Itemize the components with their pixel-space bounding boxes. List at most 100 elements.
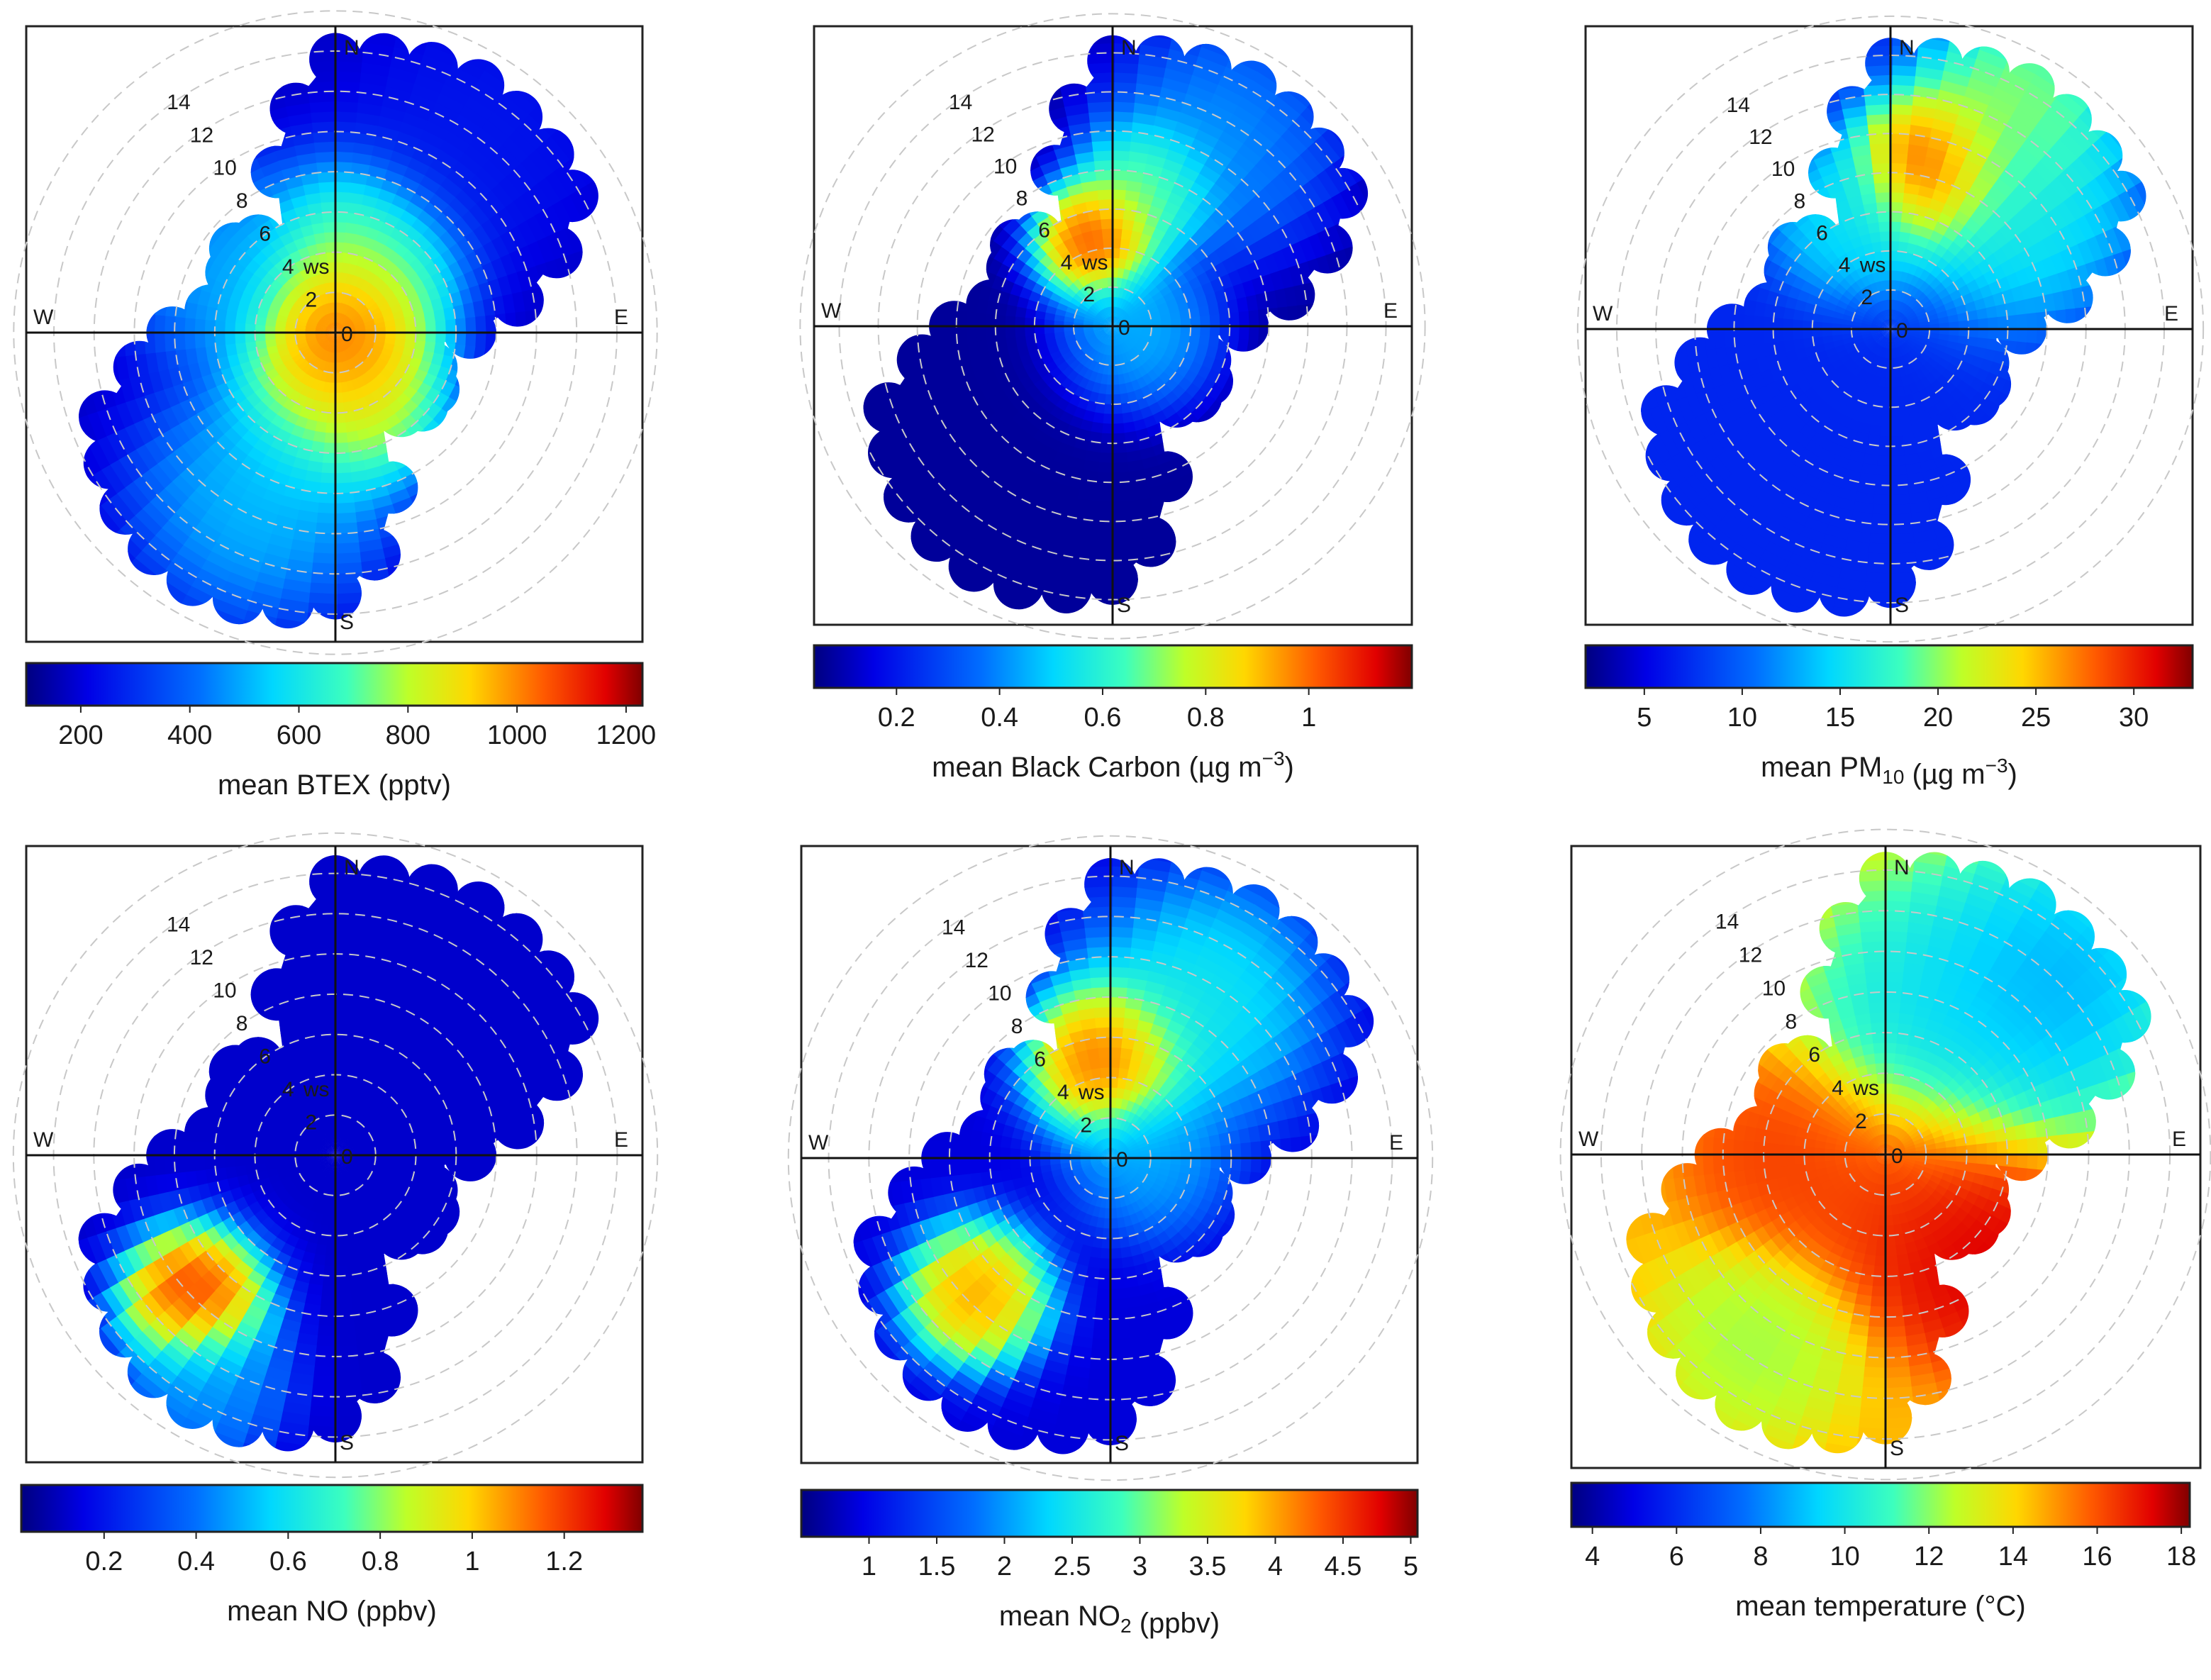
ws-ring: [1559, 828, 2211, 1481]
ws-label: ws: [1859, 254, 1886, 277]
colorbar-tick-label: 18: [2166, 1542, 2196, 1571]
compass-n: N: [344, 856, 360, 879]
radial-tick-label: 2: [1083, 283, 1095, 306]
radial-tick-label: 14: [1715, 911, 1739, 934]
colorbar-title: mean BTEX (pptv): [218, 769, 451, 801]
colorbar-tick-label: 4: [1268, 1552, 1283, 1581]
radial-tick-label: 0: [1116, 1148, 1128, 1172]
colorbar-tick-label: 1.5: [918, 1552, 956, 1581]
radial-tick-label: 6: [1816, 222, 1828, 245]
radial-tick-label: 4: [1061, 251, 1073, 274]
colorbar-tick-label: 3.5: [1189, 1552, 1227, 1581]
colorbar-title: mean PM10 (µg m−3): [1761, 752, 2017, 790]
colorbar-tick-label: 1.2: [545, 1547, 583, 1576]
ws-ring: [12, 832, 659, 1479]
radial-tick-label: 0: [341, 323, 353, 346]
colorbar-3: 5 10 15 20 25 30 mean PM10 (µg m−3): [1584, 644, 2194, 790]
colorbar-title: mean NO2 (ppbv): [999, 1601, 1220, 1639]
colorbar-tick-label: 30: [2119, 703, 2149, 733]
radial-tick-label: 8: [1011, 1015, 1023, 1038]
colorbar-tick-label: 25: [2021, 703, 2051, 733]
radial-tick-label: 0: [1118, 316, 1130, 340]
radial-tick-label: 2: [1855, 1110, 1867, 1133]
colorbar-tick-label: 2: [997, 1552, 1012, 1581]
colorbar-tick-label: 20: [1923, 703, 1953, 733]
colorbar-tick-label: 14: [1998, 1542, 2028, 1571]
radial-tick-label: 14: [167, 913, 190, 937]
radial-tick-label: 6: [259, 223, 271, 246]
colorbar-tick-label: 10: [1727, 703, 1757, 733]
ws-label: ws: [1078, 1081, 1105, 1104]
compass-e: E: [2172, 1128, 2186, 1151]
compass-w: W: [33, 306, 54, 329]
compass-s: S: [1890, 1437, 1904, 1460]
radial-tick-label: 14: [949, 91, 972, 114]
colorbar-gradient: [25, 662, 644, 707]
ws-ring: [787, 835, 1434, 1481]
colorbar-gradient: [1570, 1481, 2191, 1528]
colorbar-6: 4 6 8 10 12 14 16 18 mean temperature (°C): [1570, 1481, 2196, 1622]
colorbar-tick-label: 4.5: [1325, 1552, 1362, 1581]
ws-label: ws: [1081, 251, 1108, 274]
compass-n: N: [1119, 856, 1135, 879]
colorbar-tick-label: 1000: [487, 721, 547, 750]
radial-tick-label: 0: [1891, 1145, 1903, 1168]
colorbar-tick-label: 0.6: [269, 1547, 307, 1576]
colorbar-tick-label: 1: [1301, 703, 1316, 733]
colorbar-1: 200 400 600 800 1000 1200 mean BTEX (pptv): [25, 662, 657, 801]
radial-tick-label: 4: [1839, 254, 1851, 277]
radial-tick-label: 10: [988, 982, 1011, 1006]
radial-tick-label: 8: [1786, 1010, 1798, 1033]
colorbar-tick-label: 2.5: [1054, 1552, 1091, 1581]
colorbar-tick-label: 0.4: [981, 703, 1018, 733]
compass-s: S: [1895, 594, 1909, 617]
colorbar-tick-label: 16: [2082, 1542, 2112, 1571]
compass-s: S: [1117, 594, 1131, 617]
colorbar-tick-label: 3: [1132, 1552, 1147, 1581]
colorbar-tick-label: 1200: [596, 721, 657, 750]
ws-label: ws: [303, 1078, 330, 1101]
radial-tick-label: 12: [190, 123, 213, 147]
compass-w: W: [33, 1128, 54, 1152]
radial-tick-label: 6: [1038, 219, 1050, 243]
colorbar-tick-label: 400: [167, 721, 212, 750]
compass-e: E: [2164, 302, 2178, 326]
colorbar-tick-label: 8: [1753, 1542, 1768, 1571]
radial-tick-label: 12: [190, 946, 213, 969]
colorbar-tick-label: 800: [386, 721, 430, 750]
ws-ring: [799, 13, 1426, 640]
radial-tick-label: 8: [236, 1012, 248, 1035]
colorbar-tick-label: 0.6: [1084, 703, 1122, 733]
compass-n: N: [1894, 856, 1910, 879]
colorbar-title: mean temperature (°C): [1735, 1591, 2025, 1622]
colorbar-tick-label: 600: [277, 721, 321, 750]
compass-s: S: [1115, 1432, 1129, 1455]
compass-e: E: [614, 306, 628, 329]
radial-tick-label: 10: [993, 155, 1017, 178]
compass-s: S: [340, 611, 354, 634]
compass-w: W: [808, 1131, 829, 1155]
radial-tick-label: 8: [1016, 187, 1028, 211]
colorbar-gradient: [20, 1484, 644, 1533]
colorbar-tick-label: 15: [1825, 703, 1855, 733]
radial-tick-label: 6: [1808, 1043, 1820, 1067]
radial-tick-label: 8: [236, 189, 248, 213]
ws-label: ws: [303, 255, 330, 279]
colorbar-tick-label: 5: [1403, 1552, 1418, 1581]
colorbar-tick-label: 0.8: [1187, 703, 1225, 733]
compass-e: E: [614, 1128, 628, 1152]
compass-n: N: [1121, 36, 1137, 60]
radial-tick-label: 2: [1861, 286, 1873, 309]
colorbar-tick-label: 0.2: [85, 1547, 123, 1576]
radial-tick-label: 10: [1771, 157, 1795, 181]
ws-ring: [1576, 15, 2205, 643]
colorbar-tick-label: 0.4: [177, 1547, 215, 1576]
ws-label: ws: [1852, 1077, 1879, 1100]
radial-tick-label: 12: [971, 123, 995, 146]
radial-tick-label: 12: [965, 949, 988, 972]
radial-tick-label: 14: [1727, 94, 1750, 117]
colorbar-tick-label: 1: [464, 1547, 479, 1576]
compass-e: E: [1389, 1131, 1403, 1155]
